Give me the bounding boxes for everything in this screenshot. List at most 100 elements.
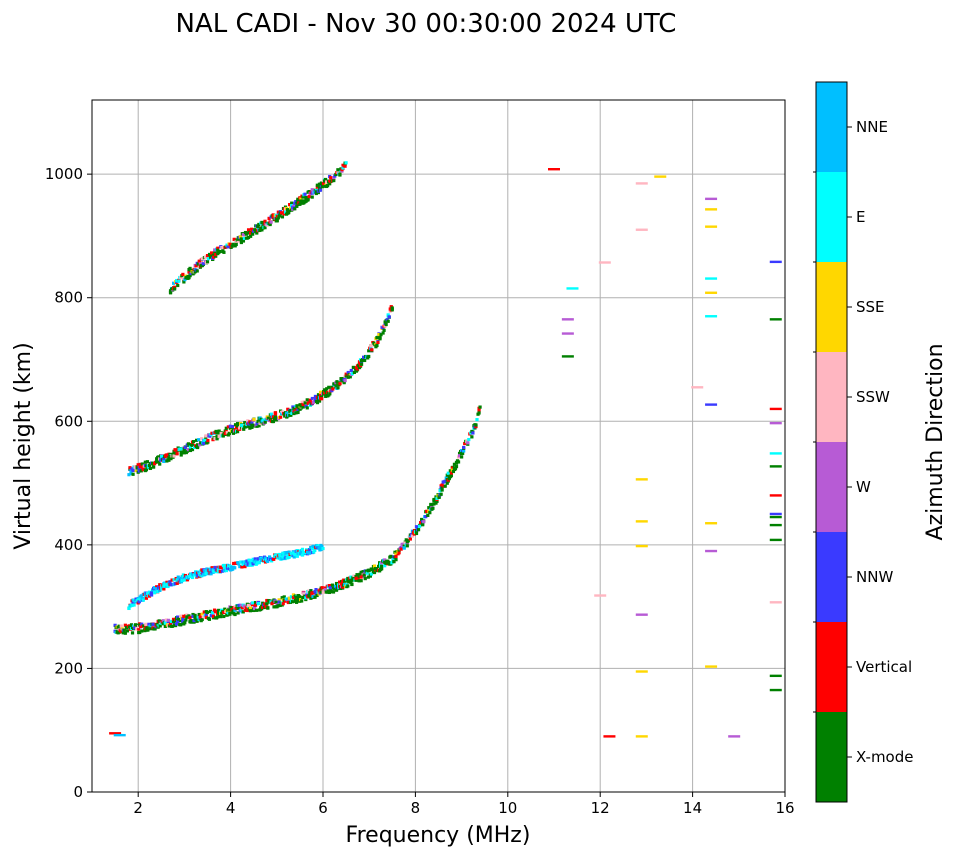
echo-point <box>270 559 274 563</box>
y-tick-label: 800 <box>54 289 83 307</box>
echo-point <box>217 429 221 433</box>
echo-point <box>119 630 123 634</box>
echo-point <box>200 574 204 578</box>
echo-point <box>153 627 157 631</box>
echo-point <box>185 613 189 617</box>
sparse-echo <box>654 175 667 178</box>
echo-point <box>457 454 462 458</box>
echo-point <box>263 219 267 223</box>
sparse-echo <box>109 732 122 735</box>
echo-point <box>285 208 290 212</box>
echo-point <box>308 551 312 555</box>
echo-point <box>438 489 442 493</box>
echo-point <box>313 595 317 599</box>
echo-point <box>354 576 358 581</box>
echo-point <box>216 248 220 252</box>
echo-point <box>238 235 242 239</box>
sparse-echo <box>548 168 560 171</box>
echo-point <box>205 571 209 575</box>
echo-point <box>147 594 152 598</box>
echo-point <box>244 606 248 610</box>
colorbar-tick-label: Vertical <box>856 658 912 676</box>
echo-point <box>231 431 236 435</box>
echo-point <box>263 556 268 560</box>
echo-point <box>285 411 289 415</box>
echo-point <box>422 520 426 524</box>
echo-point <box>363 358 367 363</box>
echo-point <box>196 615 200 619</box>
echo-point <box>294 595 299 599</box>
echo-point <box>234 240 238 244</box>
echo-point <box>319 590 323 594</box>
echo-point <box>299 199 303 203</box>
echo-point <box>355 367 360 371</box>
echo-point <box>277 598 281 602</box>
echo-point <box>313 548 317 553</box>
echo-point <box>349 575 353 579</box>
echo-point <box>258 228 262 233</box>
echo-point <box>222 250 226 254</box>
echo-point <box>461 451 465 455</box>
echo-point <box>213 250 217 254</box>
echo-point <box>272 557 276 561</box>
echo-point <box>205 253 210 258</box>
echo-point <box>466 441 470 445</box>
echo-point <box>203 569 207 573</box>
echo-point <box>320 184 325 189</box>
echo-point <box>139 469 143 473</box>
echo-point <box>230 244 234 248</box>
echo-point <box>241 610 245 614</box>
sparse-echo <box>635 735 648 738</box>
echo-point <box>177 617 181 621</box>
echo-point <box>372 570 377 575</box>
echo-point <box>294 199 298 204</box>
echo-point <box>244 424 248 428</box>
echo-point <box>135 465 139 469</box>
echo-point <box>162 456 166 461</box>
echo-point <box>298 202 302 206</box>
echo-point <box>362 573 366 577</box>
echo-point <box>288 208 292 213</box>
echo-point <box>281 551 285 555</box>
echo-point <box>131 468 135 473</box>
echo-point <box>173 287 177 291</box>
echo-point <box>137 469 141 473</box>
echo-point <box>368 574 372 578</box>
echo-point <box>328 584 332 588</box>
echo-point <box>279 211 284 215</box>
echo-point <box>326 184 330 188</box>
echo-point <box>143 460 147 464</box>
echo-point <box>129 469 133 473</box>
sparse-echo <box>705 549 718 553</box>
echo-point <box>210 611 215 615</box>
echo-point <box>236 606 240 610</box>
x-tick-label: 2 <box>133 799 143 817</box>
echo-point <box>178 447 182 451</box>
echo-point <box>141 466 145 470</box>
echo-point <box>271 213 275 217</box>
echo-point <box>451 469 456 474</box>
echo-point <box>117 630 121 634</box>
echo-point <box>222 565 227 570</box>
echo-point <box>374 567 379 571</box>
echo-point <box>276 216 280 220</box>
echo-point <box>272 605 276 609</box>
x-axis: 2 4 6 8 10 12 14 16 <box>133 792 795 817</box>
echo-point <box>154 590 158 594</box>
echo-point <box>213 565 217 570</box>
echo-point <box>343 579 347 583</box>
sparse-echo <box>691 386 704 389</box>
echo-point <box>314 587 318 592</box>
echo-point <box>376 335 380 339</box>
echo-point <box>204 434 208 438</box>
echo-point <box>391 558 395 562</box>
echo-point <box>376 564 381 568</box>
echo-point <box>350 582 354 586</box>
echo-point <box>235 422 240 426</box>
echo-point <box>191 440 196 444</box>
echo-point <box>314 190 318 194</box>
echo-point <box>201 262 205 266</box>
echo-point <box>239 240 243 245</box>
colorbar-segment <box>816 82 847 172</box>
echo-point <box>342 381 346 385</box>
